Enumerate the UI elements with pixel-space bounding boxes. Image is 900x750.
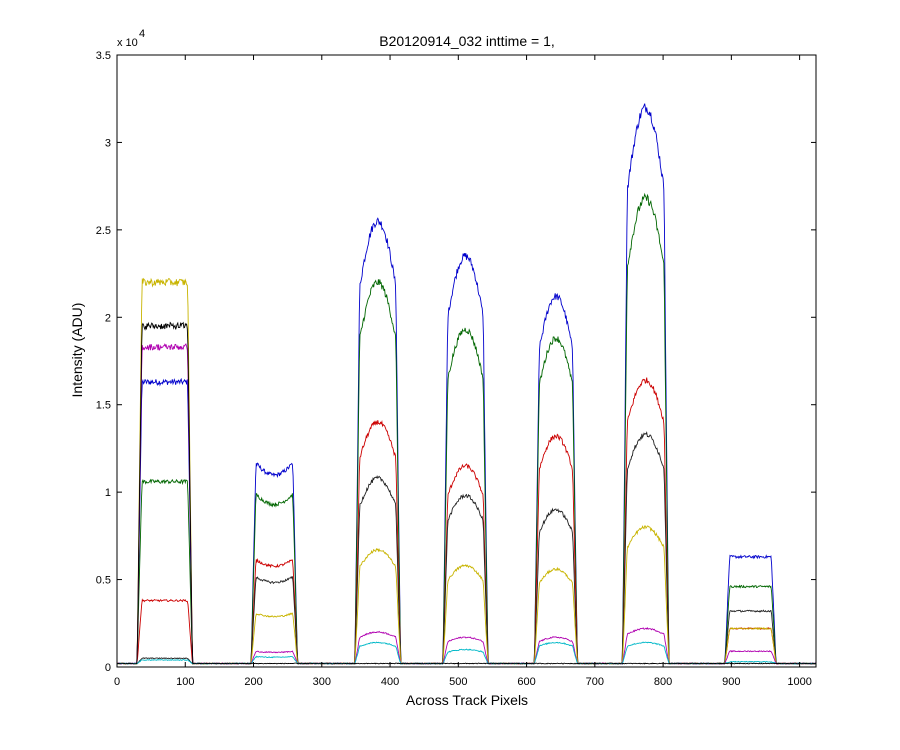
series-line-7 <box>116 321 817 665</box>
y-tick-label: 3 <box>105 137 111 149</box>
x-tick-label: 900 <box>722 676 740 688</box>
x-tick-label: 500 <box>449 676 467 688</box>
y-tick-label: 3.5 <box>96 50 111 62</box>
x-tick-label: 800 <box>654 676 672 688</box>
x-tick-label: 1000 <box>787 676 811 688</box>
y-tick-label: 2 <box>105 312 111 324</box>
y-tick-label: 1.5 <box>96 400 111 412</box>
x-tick-label: 700 <box>586 676 604 688</box>
x-tick-label: 0 <box>114 676 120 688</box>
x-tick-label: 200 <box>244 676 262 688</box>
y-tick-label: 0.5 <box>96 575 111 587</box>
y-tick-label: 0 <box>105 662 111 674</box>
y-multiplier-label: x 10 <box>117 37 138 49</box>
x-tick-label: 300 <box>313 676 331 688</box>
y-tick-label: 1 <box>105 487 111 499</box>
y-multiplier-exponent: 4 <box>139 28 145 40</box>
chart-title: B20120914_032 inttime = 1, <box>379 33 555 49</box>
x-tick-label: 600 <box>517 676 535 688</box>
y-tick-label: 2.5 <box>96 225 111 237</box>
y-axis-label: Intensity (ADU) <box>69 303 85 398</box>
x-tick-label: 100 <box>176 676 194 688</box>
axis-ticks: 0 100 200 300 400 500 600 700 800 900 1000 0 0.5 1 1.5… <box>96 50 816 688</box>
x-axis-label: Across Track Pixels <box>406 692 528 708</box>
x-tick-label: 400 <box>381 676 399 688</box>
plot-frame <box>116 54 817 668</box>
series-lines <box>116 103 817 665</box>
